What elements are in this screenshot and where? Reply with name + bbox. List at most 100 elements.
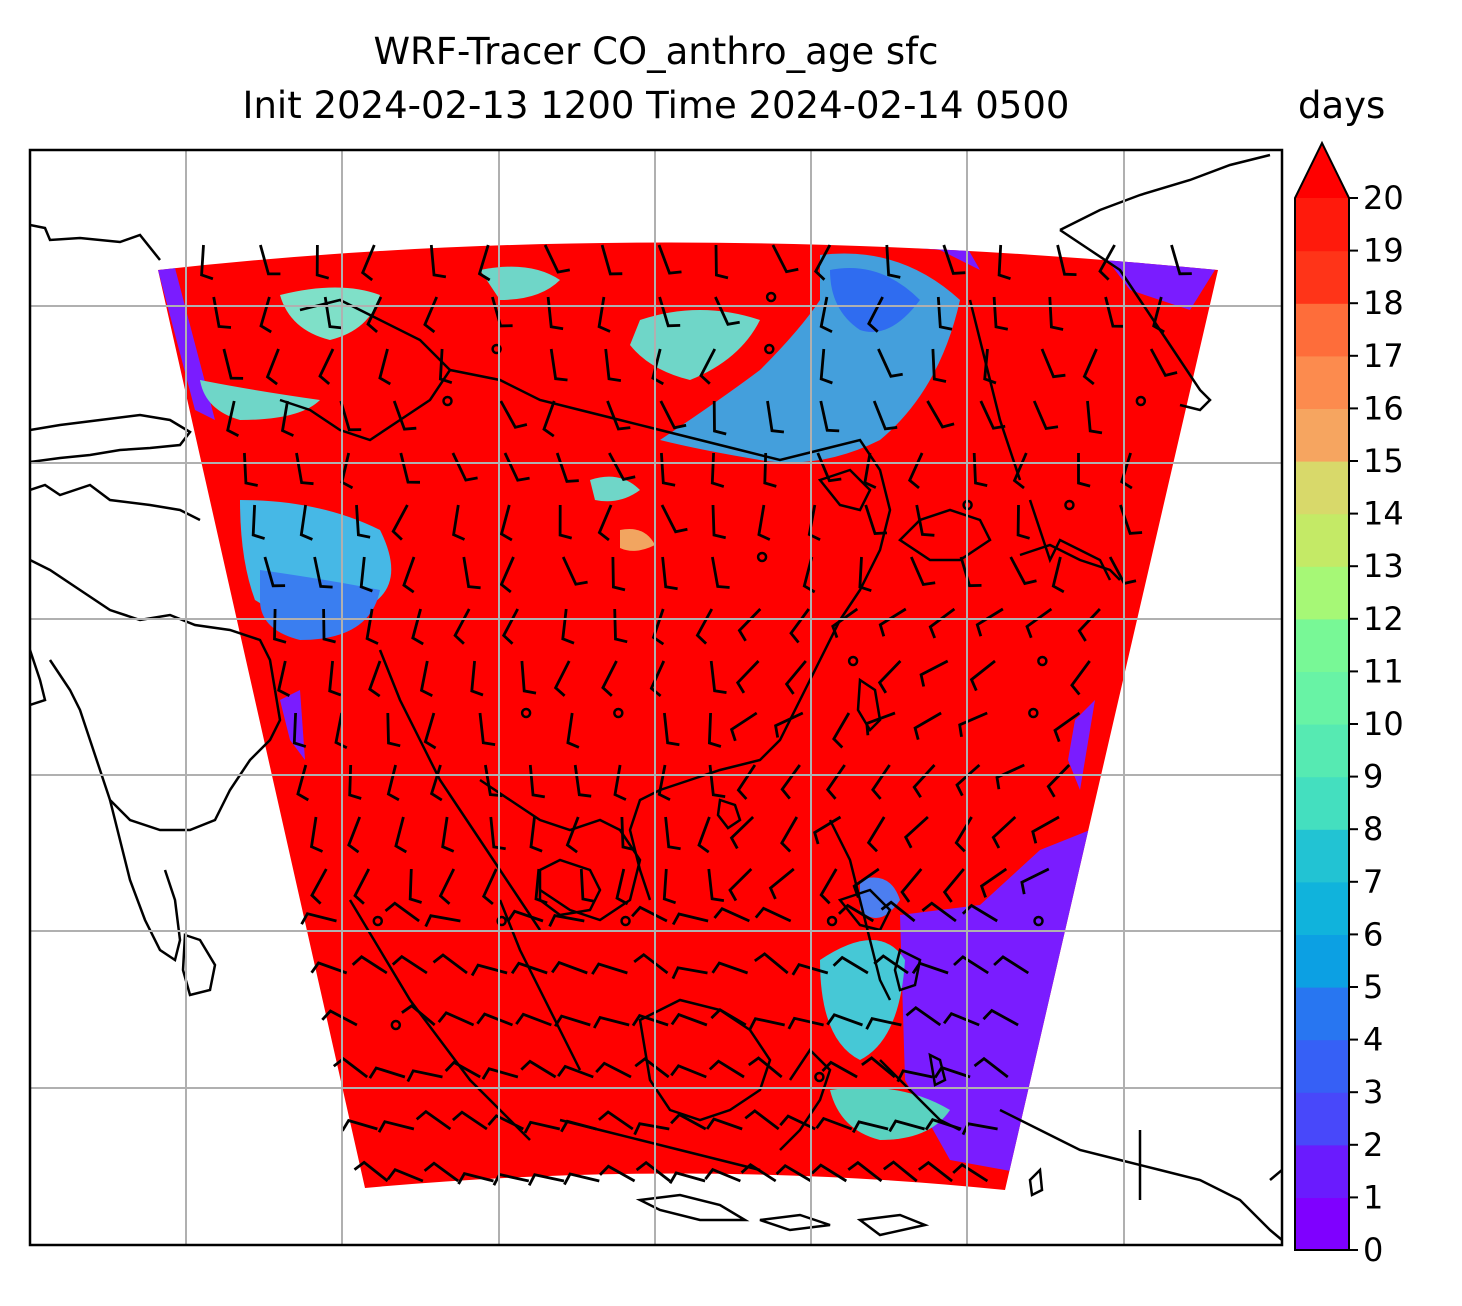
wind-barb (1025, 607, 1053, 639)
wind-barb (251, 504, 266, 540)
wind-barb (649, 660, 666, 697)
colorbar-tick-label: 14 (1363, 495, 1404, 533)
wind-barb (736, 764, 757, 800)
wind-barb (826, 1013, 863, 1027)
coastline-ryukyu (1019, 543, 1121, 581)
wind-barb (959, 556, 982, 588)
wind-barb (452, 504, 466, 541)
coastline-china-west (279, 298, 452, 442)
wind-barb (226, 400, 240, 438)
wind-barb (477, 244, 491, 282)
wind-barb (969, 659, 996, 692)
wind-barb (1170, 244, 1192, 276)
wind-barb (499, 400, 528, 429)
wind-barb (438, 868, 456, 905)
wind-barb (753, 952, 789, 975)
wind-barb (510, 961, 548, 975)
wind-barb (871, 764, 891, 800)
wind-barb (566, 712, 580, 749)
wind-barb (982, 1008, 1019, 1027)
colorbar-tick-label: 11 (1363, 652, 1404, 690)
wind-barb (1051, 556, 1065, 594)
wind-barb (292, 712, 307, 748)
plume-philippines (860, 877, 900, 918)
calm-wind-marker (1135, 395, 1147, 407)
colorbar-tick-label: 4 (1363, 1021, 1383, 1059)
wind-barb (924, 1118, 962, 1131)
wind-barb (744, 1109, 780, 1131)
coastline-new-guinea (999, 1108, 1282, 1241)
wind-barb (708, 1059, 745, 1079)
wind-barb (1009, 556, 1037, 586)
wind-barb (728, 868, 753, 902)
wind-barb (561, 556, 588, 586)
wind-barb (952, 1163, 989, 1183)
wind-barb (310, 961, 348, 975)
wind-barb (993, 955, 1030, 975)
wind-barb (813, 244, 832, 281)
wind-barb (983, 348, 997, 385)
colorbar-tick-label: 2 (1363, 1126, 1383, 1164)
colorbar-tick-label: 3 (1363, 1073, 1383, 1111)
wind-barb (866, 816, 886, 853)
wind-barb (481, 868, 498, 905)
wind-barb (768, 867, 795, 900)
wind-barb (1098, 244, 1116, 281)
wind-barb (377, 1120, 415, 1133)
wind-barb (740, 1162, 777, 1183)
wind-barb (707, 868, 725, 902)
coastline-burma (378, 649, 542, 931)
wind-barb (597, 504, 613, 542)
colorbar-band (1295, 1092, 1349, 1146)
wind-barb (838, 903, 875, 923)
wind-barb (921, 901, 957, 923)
wind-barb (608, 452, 636, 482)
wind-barb (873, 954, 909, 975)
coastline-timor2 (856, 1213, 930, 1237)
wind-barb (791, 962, 829, 976)
coastline-sulawesi (779, 1048, 832, 1151)
wind-barb (606, 400, 631, 431)
wind-barb (615, 868, 629, 906)
wind-barb (912, 764, 936, 798)
wind-barb (915, 504, 935, 537)
wind-barb (847, 1160, 883, 1183)
coastline-philippines-islands (837, 888, 892, 932)
colorbar-band (1295, 829, 1349, 883)
wind-barb (441, 816, 455, 853)
wind-barb (942, 1011, 980, 1027)
wind-barb (321, 1009, 358, 1027)
wind-barb (670, 1012, 708, 1027)
wind-barb (1056, 244, 1077, 276)
wind-barb (318, 348, 335, 385)
coastline-edge (1269, 1169, 1282, 1181)
wind-barb (565, 816, 580, 854)
wind-barb (789, 608, 810, 644)
wind-barb (1077, 608, 1101, 642)
wind-barb (754, 906, 792, 923)
wind-barb (664, 816, 681, 851)
wind-barb (620, 816, 636, 852)
wind-barb (821, 1060, 858, 1079)
wind-barb (200, 244, 214, 281)
wind-barb (604, 348, 622, 382)
wind-barb (534, 868, 548, 905)
calm-wind-marker (442, 395, 453, 407)
plume-north-central2 (630, 310, 760, 380)
wind-barb (958, 711, 988, 738)
calm-wind-marker (390, 1019, 402, 1031)
calm-wind-marker (826, 915, 838, 927)
wind-barb (424, 914, 461, 928)
wind-barb (832, 955, 869, 975)
wind-barb (300, 912, 337, 925)
wind-barb (885, 244, 901, 279)
wind-barb (671, 966, 708, 980)
wind-barb (729, 815, 755, 850)
colorbar-band (1295, 881, 1349, 935)
wind-barb (872, 400, 898, 431)
wind-barb (695, 608, 714, 645)
plume-west-2 (260, 570, 380, 640)
coastline-korea (968, 299, 1022, 481)
wind-barb (663, 712, 680, 747)
colorbar-tick-label: 12 (1363, 600, 1404, 638)
